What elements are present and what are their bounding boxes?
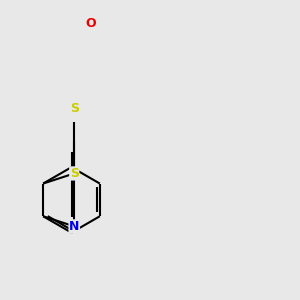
Text: S: S <box>70 101 79 115</box>
Text: N: N <box>69 220 80 233</box>
Text: S: S <box>70 167 79 180</box>
Text: O: O <box>85 16 96 29</box>
